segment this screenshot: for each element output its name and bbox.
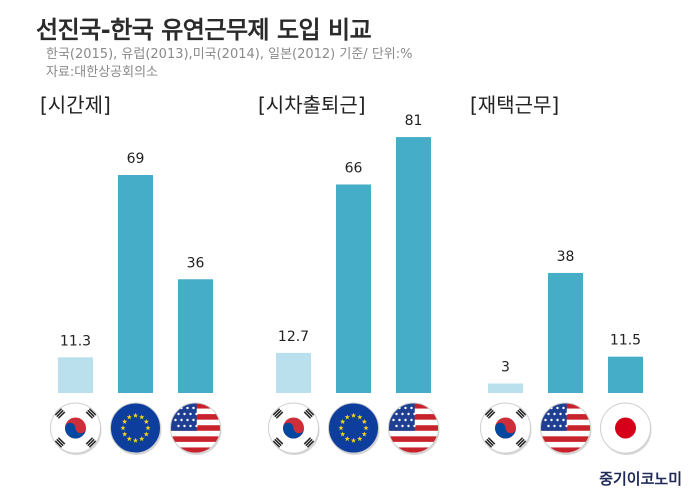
bar-2-1 (276, 352, 311, 393)
data-label-2-1: 12.7 (278, 329, 309, 345)
japan-flag-icon (600, 402, 652, 455)
data-label-1-3: 36 (187, 255, 205, 271)
eu-flag-icon (328, 402, 380, 455)
data-label-2-3: 81 (405, 113, 423, 129)
korea-flag-icon (268, 402, 320, 455)
eu-flag-icon (110, 402, 162, 455)
bar-1-2 (118, 175, 153, 393)
us-flag-icon (170, 402, 222, 455)
data-label-3-1: 3 (501, 360, 510, 376)
bar-1-1 (58, 357, 93, 393)
korea-flag-icon (480, 402, 532, 455)
panel-title-1: [시간제] (40, 93, 111, 117)
data-label-1-2: 69 (127, 151, 145, 167)
bar-3-3 (608, 356, 643, 393)
brand-logo: 중기이코노미 (599, 470, 682, 488)
subtitle-line-source: 자료:대한상공회의소 (46, 65, 159, 80)
korea-flag-icon (50, 402, 102, 455)
bar-2-2 (336, 184, 371, 393)
data-label-3-2: 38 (557, 249, 575, 265)
chart-title: 선진국-한국 유연근무제 도입 비교 (36, 16, 372, 44)
us-flag-icon (388, 402, 440, 455)
us-flag-icon (540, 402, 592, 455)
bar-3-2 (548, 272, 583, 393)
chart-subtitle: 한국(2015), 유럽(2013),미국(2014), 일본(2012) 기준… (46, 46, 412, 82)
data-label-2-2: 66 (345, 160, 363, 176)
panel-title-2: [시차출퇴근] (258, 93, 366, 117)
bar-1-3 (178, 279, 213, 393)
panel-title-3: [재택근무] (470, 93, 559, 117)
subtitle-line-basis: 한국(2015), 유럽(2013),미국(2014), 일본(2012) 기준… (46, 47, 413, 62)
data-label-3-3: 11.5 (610, 333, 641, 349)
bar-3-1 (488, 383, 523, 393)
bar-2-3 (396, 137, 431, 393)
data-label-1-1: 11.3 (60, 333, 91, 349)
